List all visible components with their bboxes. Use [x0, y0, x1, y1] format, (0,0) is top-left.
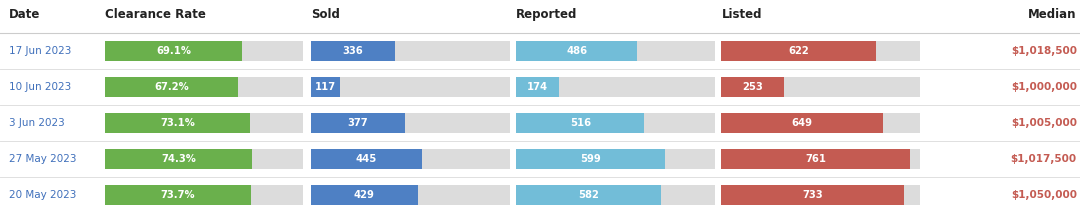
- Text: 69.1%: 69.1%: [156, 46, 191, 56]
- Bar: [105, 40, 303, 62]
- Bar: [721, 76, 784, 98]
- Bar: [105, 184, 252, 206]
- Text: $1,018,500: $1,018,500: [1011, 46, 1077, 56]
- Bar: [105, 184, 303, 206]
- Text: 253: 253: [742, 82, 764, 92]
- Bar: [516, 112, 715, 134]
- Text: Reported: Reported: [516, 8, 578, 21]
- Text: 429: 429: [354, 190, 375, 200]
- Text: 3 Jun 2023: 3 Jun 2023: [9, 118, 65, 128]
- Bar: [516, 76, 559, 98]
- Text: 67.2%: 67.2%: [154, 82, 189, 92]
- Text: 486: 486: [566, 46, 588, 56]
- Text: Date: Date: [9, 8, 40, 21]
- Text: 336: 336: [342, 46, 363, 56]
- Text: Sold: Sold: [311, 8, 340, 21]
- Text: 27 May 2023: 27 May 2023: [9, 154, 76, 164]
- Bar: [721, 40, 920, 62]
- Bar: [721, 40, 876, 62]
- Bar: [721, 148, 910, 170]
- Text: 445: 445: [355, 154, 377, 164]
- Text: 733: 733: [802, 190, 823, 200]
- Bar: [721, 112, 920, 134]
- Bar: [105, 148, 253, 170]
- Bar: [311, 148, 510, 170]
- Text: 20 May 2023: 20 May 2023: [9, 190, 76, 200]
- Bar: [311, 112, 405, 134]
- Bar: [311, 40, 394, 62]
- Bar: [105, 112, 251, 134]
- Text: $1,017,500: $1,017,500: [1011, 154, 1077, 164]
- Bar: [516, 40, 637, 62]
- Text: 622: 622: [788, 46, 809, 56]
- Text: 516: 516: [570, 118, 591, 128]
- Bar: [311, 40, 510, 62]
- Bar: [311, 112, 510, 134]
- Bar: [516, 40, 715, 62]
- Bar: [311, 184, 418, 206]
- Bar: [105, 76, 239, 98]
- Bar: [105, 76, 303, 98]
- Bar: [516, 76, 715, 98]
- Bar: [721, 112, 882, 134]
- Bar: [721, 76, 920, 98]
- Bar: [721, 184, 904, 206]
- Bar: [721, 148, 920, 170]
- Text: 582: 582: [578, 190, 599, 200]
- Text: $1,005,000: $1,005,000: [1011, 118, 1077, 128]
- Text: Clearance Rate: Clearance Rate: [105, 8, 205, 21]
- Text: 649: 649: [792, 118, 812, 128]
- Text: 599: 599: [580, 154, 600, 164]
- Bar: [311, 76, 510, 98]
- Bar: [516, 184, 661, 206]
- Text: Listed: Listed: [721, 8, 762, 21]
- Bar: [105, 112, 303, 134]
- Bar: [311, 184, 510, 206]
- Text: 117: 117: [315, 82, 336, 92]
- Text: 377: 377: [348, 118, 368, 128]
- Text: Median: Median: [1028, 8, 1077, 21]
- Text: 10 Jun 2023: 10 Jun 2023: [9, 82, 71, 92]
- Bar: [105, 148, 303, 170]
- Text: $1,050,000: $1,050,000: [1011, 190, 1077, 200]
- Bar: [721, 184, 920, 206]
- Text: 74.3%: 74.3%: [161, 154, 197, 164]
- Bar: [105, 40, 242, 62]
- Bar: [516, 112, 645, 134]
- Bar: [311, 148, 421, 170]
- Bar: [311, 76, 340, 98]
- Text: 73.7%: 73.7%: [161, 190, 195, 200]
- Bar: [516, 184, 715, 206]
- Bar: [516, 148, 715, 170]
- Text: 761: 761: [806, 154, 826, 164]
- Text: 73.1%: 73.1%: [160, 118, 194, 128]
- Text: 174: 174: [527, 82, 549, 92]
- Text: $1,000,000: $1,000,000: [1011, 82, 1077, 92]
- Text: 17 Jun 2023: 17 Jun 2023: [9, 46, 71, 56]
- Bar: [516, 148, 665, 170]
